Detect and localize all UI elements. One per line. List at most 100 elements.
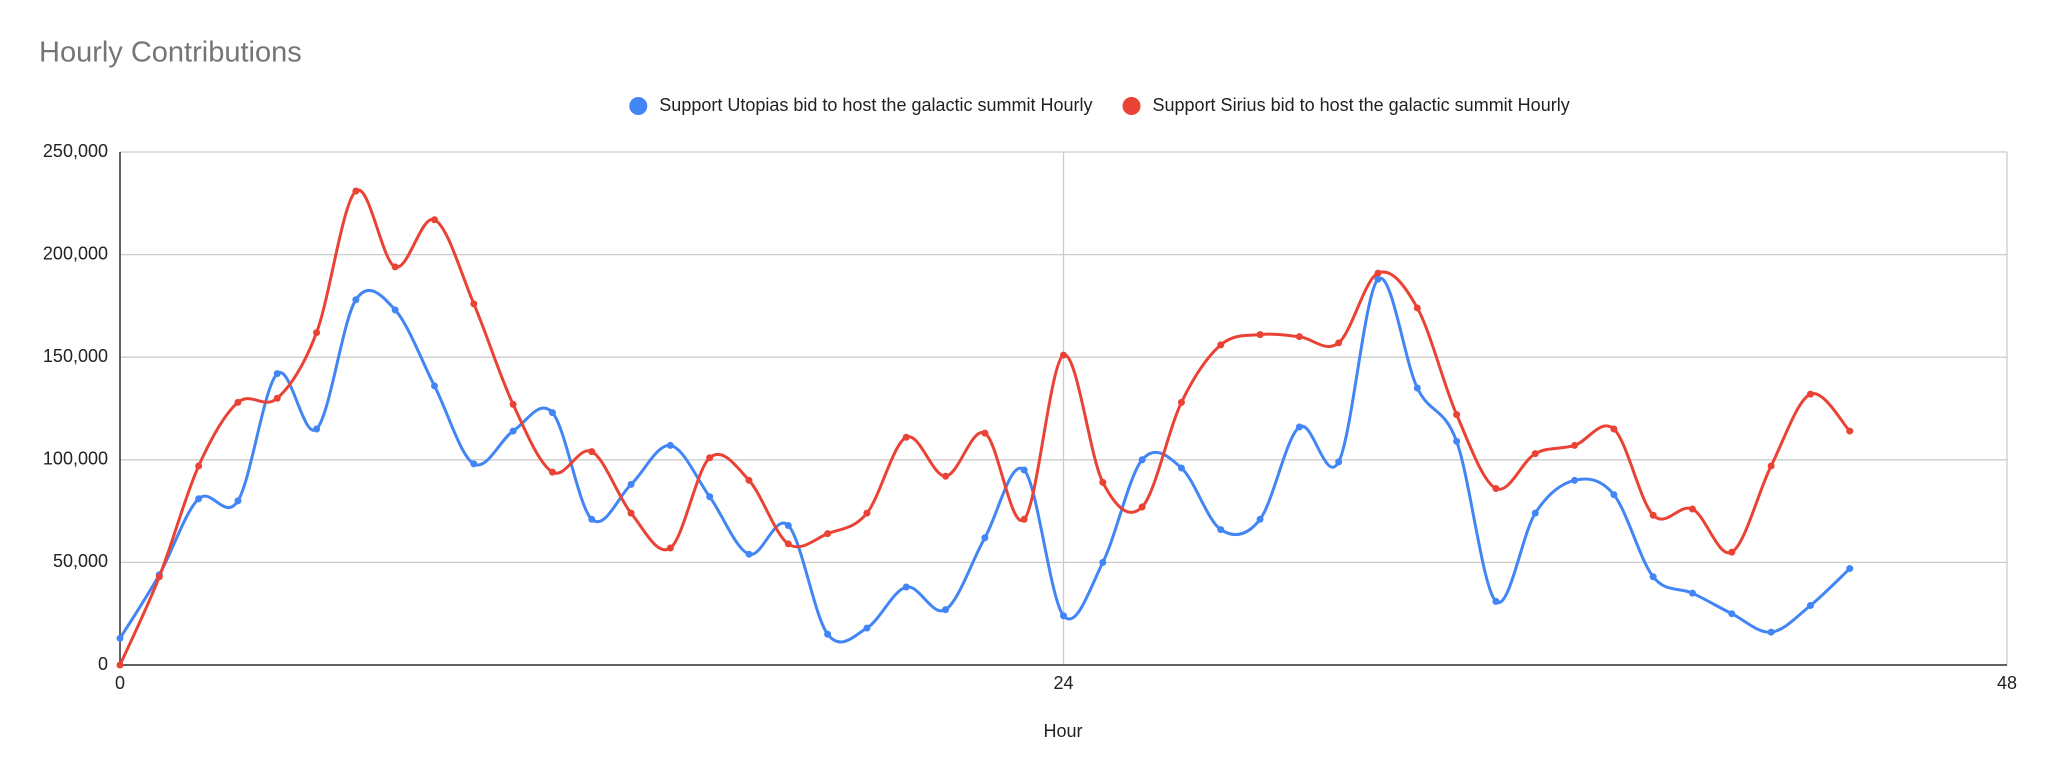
legend-label: Support Sirius bid to host the galactic … [1153, 95, 1570, 115]
data-point [706, 493, 714, 501]
data-point [1413, 304, 1421, 312]
data-point [1453, 411, 1461, 419]
data-point [824, 530, 832, 538]
data-point [981, 534, 989, 542]
data-point [470, 460, 478, 468]
data-point [1767, 628, 1775, 636]
data-point [1177, 398, 1185, 406]
data-point [1571, 441, 1579, 449]
data-point [1099, 558, 1107, 566]
data-point [1138, 456, 1146, 464]
y-tick-label: 50,000 [53, 551, 108, 571]
y-tick-label: 200,000 [43, 243, 108, 263]
data-point [1728, 610, 1736, 618]
data-point [588, 448, 596, 456]
data-point [234, 398, 242, 406]
data-point [745, 476, 753, 484]
data-point [1020, 515, 1028, 523]
data-point [902, 583, 910, 591]
data-point [1689, 505, 1696, 513]
y-tick-label: 100,000 [43, 449, 108, 469]
chart-title: Hourly Contributions [39, 37, 302, 69]
data-point [1610, 491, 1618, 499]
data-point [1806, 601, 1814, 609]
data-point [352, 296, 360, 304]
data-point [1217, 341, 1225, 349]
data-point [273, 370, 281, 378]
data-point [1413, 384, 1421, 392]
data-point [116, 634, 124, 642]
data-point [548, 468, 556, 476]
data-point [1335, 339, 1343, 347]
data-point [155, 573, 163, 581]
data-point [1335, 458, 1343, 466]
data-point [863, 624, 871, 632]
data-point [1806, 390, 1814, 398]
data-point [1531, 509, 1539, 517]
data-point [509, 427, 517, 435]
data-point [1649, 511, 1657, 519]
data-point [273, 394, 281, 402]
data-point [1767, 462, 1775, 470]
data-point [470, 300, 478, 308]
data-point [942, 606, 950, 614]
data-point [1374, 275, 1382, 283]
data-point [313, 329, 321, 337]
data-point [116, 661, 124, 669]
data-point [509, 400, 517, 408]
data-point [824, 630, 832, 638]
data-point [706, 454, 714, 462]
data-point [195, 462, 203, 470]
data-point [1610, 425, 1618, 433]
data-point [1649, 573, 1657, 581]
x-tick-label: 24 [1053, 673, 1073, 693]
data-point [548, 409, 556, 417]
data-point [431, 382, 438, 390]
data-point [431, 216, 438, 224]
data-point [666, 544, 674, 552]
data-point [1374, 269, 1382, 277]
data-point [863, 509, 871, 517]
data-point [588, 515, 596, 523]
y-tick-label: 150,000 [43, 346, 108, 366]
data-point [313, 425, 321, 433]
data-point [627, 480, 635, 488]
data-point [391, 306, 399, 314]
x-tick-label: 0 [115, 673, 125, 693]
data-point [352, 187, 360, 195]
data-point [902, 433, 910, 441]
data-point [745, 550, 753, 558]
data-point [195, 495, 203, 503]
data-point [1217, 526, 1225, 534]
data-point [784, 540, 792, 548]
legend-marker [1122, 97, 1141, 115]
data-point [1492, 485, 1500, 493]
y-tick-label: 250,000 [43, 141, 108, 161]
data-point [981, 429, 989, 437]
y-tick-label: 0 [98, 654, 108, 674]
data-point [784, 521, 792, 529]
data-point [1256, 515, 1264, 523]
data-point [666, 441, 674, 449]
data-point [1099, 478, 1107, 486]
legend-label: Support Utopias bid to host the galactic… [659, 95, 1092, 115]
data-point [1846, 427, 1854, 435]
legend-marker [629, 97, 648, 115]
data-point [1256, 331, 1264, 339]
data-point [1453, 437, 1461, 445]
data-point [1177, 464, 1185, 472]
data-point [1295, 333, 1303, 341]
data-point [1295, 423, 1303, 431]
data-point [1060, 351, 1067, 359]
data-point [1689, 589, 1696, 597]
data-point [1060, 612, 1067, 620]
data-point [1728, 548, 1736, 556]
data-point [942, 472, 950, 480]
x-axis-label: Hour [1043, 721, 1082, 741]
data-point [627, 509, 635, 517]
data-point [1846, 565, 1854, 573]
data-point [1531, 450, 1539, 458]
data-point [391, 263, 399, 271]
